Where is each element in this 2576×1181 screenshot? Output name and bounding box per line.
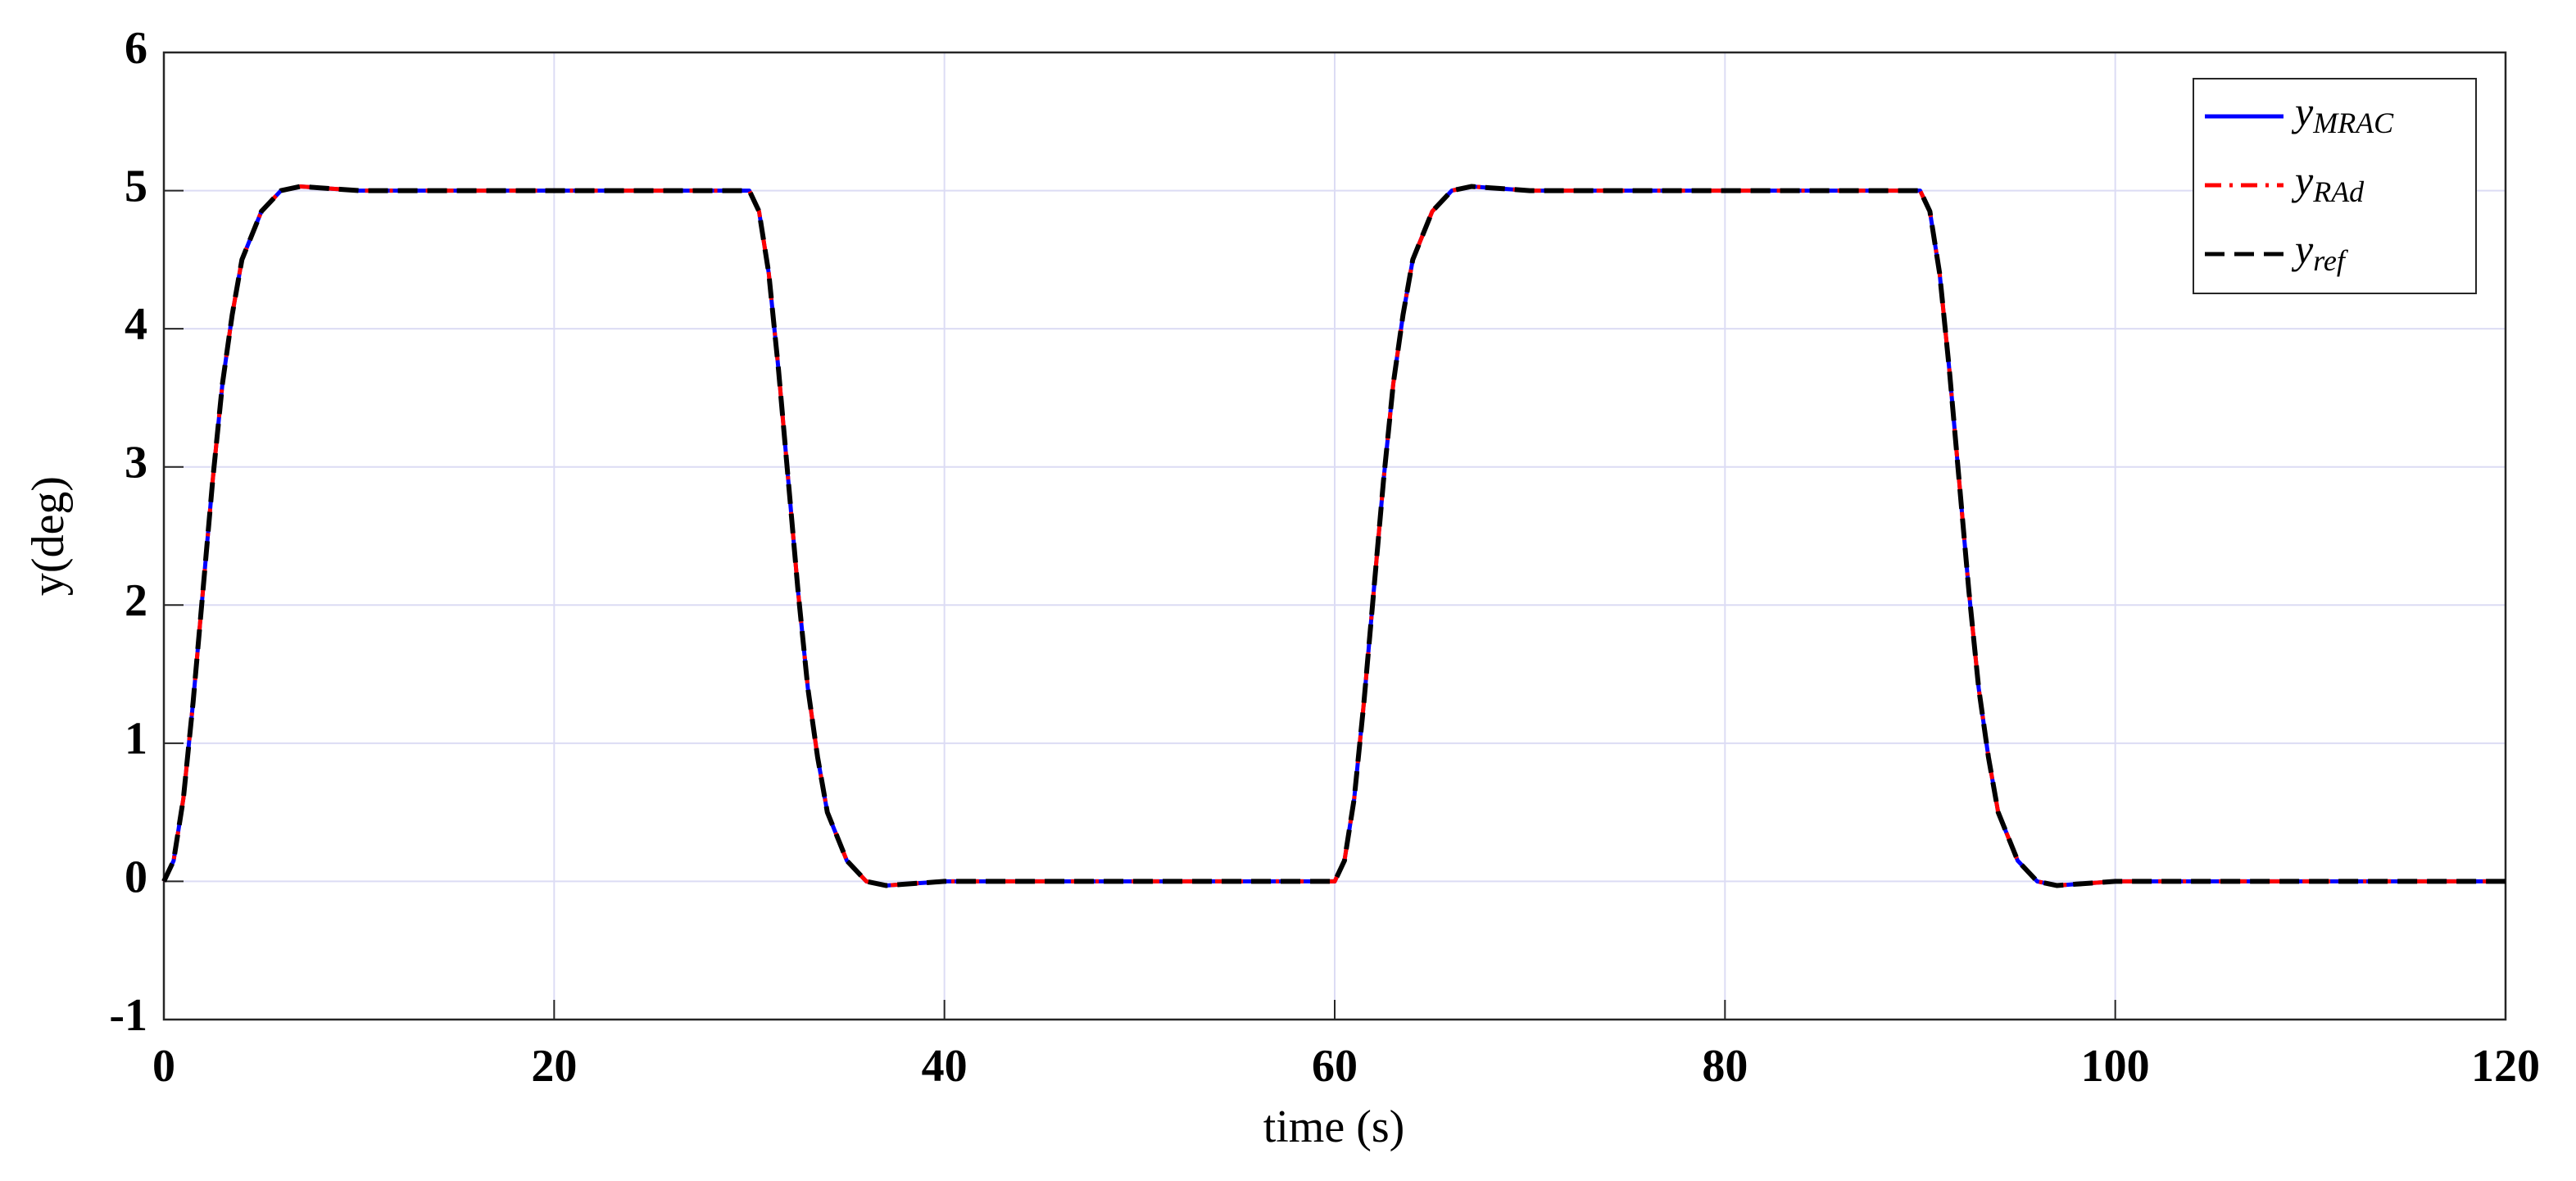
x-tick-label: 80: [1702, 1041, 1748, 1092]
x-tick-label: 100: [2081, 1041, 2150, 1092]
y-tick-label: 5: [125, 161, 147, 211]
y-tick-label: 4: [125, 299, 147, 350]
x-tick-label: 0: [152, 1041, 175, 1092]
y-tick-label: 6: [125, 23, 147, 74]
y-axis-label: y(deg): [23, 476, 74, 596]
y-tick-label: 2: [125, 575, 147, 626]
series-line: [161, 184, 2506, 888]
plot-frame: [162, 51, 2507, 1021]
x-tick-label: 60: [1312, 1041, 1358, 1092]
x-tick-label: 40: [922, 1041, 968, 1092]
legend-label: yref: [2291, 226, 2349, 277]
y-tick-label: 0: [125, 852, 147, 902]
y-tick-label: -1: [109, 990, 147, 1041]
x-tick-label: 20: [531, 1041, 577, 1092]
y-tick-label: 1: [125, 714, 147, 765]
y-tick-label: 3: [125, 438, 147, 488]
legend-label: yMRAC: [2291, 89, 2394, 139]
x-tick-label: 120: [2471, 1041, 2540, 1092]
x-axis-label: time (s): [1263, 1102, 1405, 1152]
legend-label: yRAd: [2291, 157, 2365, 208]
legend: yMRAC yRAd yref: [2193, 78, 2477, 294]
